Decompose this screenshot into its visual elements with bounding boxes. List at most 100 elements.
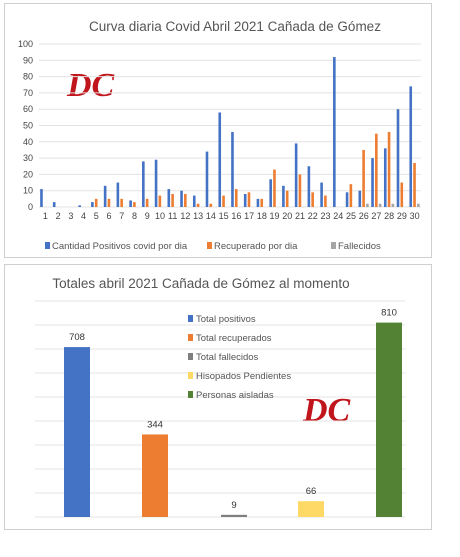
data-label: 9 bbox=[231, 500, 236, 511]
total-bar-4 bbox=[376, 322, 402, 517]
x-tick-label: 23 bbox=[320, 211, 330, 221]
bar-recuperados bbox=[133, 202, 136, 207]
bar-recuperados bbox=[94, 198, 98, 207]
x-tick-label: 12 bbox=[180, 211, 190, 221]
bar-positivos bbox=[167, 189, 171, 207]
totals-chart-panel: Totales abril 2021 Cañada de Gómez al mo… bbox=[4, 264, 432, 530]
bar-positivos bbox=[371, 158, 374, 207]
x-tick-label: 1 bbox=[43, 211, 48, 221]
x-tick-label: 20 bbox=[282, 211, 292, 221]
bar-positivos bbox=[320, 182, 323, 207]
bar-positivos bbox=[218, 112, 222, 207]
legend-label: Total fallecidos bbox=[196, 352, 259, 363]
data-label: 708 bbox=[69, 332, 85, 343]
legend-swatch bbox=[331, 242, 336, 249]
bar-recuperados bbox=[298, 174, 302, 207]
legend-swatch bbox=[188, 334, 193, 341]
legend-swatch bbox=[45, 242, 50, 249]
y-tick-label: 0 bbox=[28, 202, 33, 212]
bar-fallecidos bbox=[366, 203, 369, 207]
bar-positivos bbox=[396, 109, 400, 207]
y-tick-label: 100 bbox=[18, 39, 33, 49]
bar-recuperados bbox=[234, 189, 238, 207]
x-tick-label: 4 bbox=[81, 211, 86, 221]
bar-recuperados bbox=[324, 195, 327, 207]
x-tick-label: 27 bbox=[371, 211, 381, 221]
totals-chart-title: Totales abril 2021 Cañada de Gómez al mo… bbox=[52, 276, 349, 291]
legend-label: Personas aisladas bbox=[196, 390, 274, 401]
legend-swatch bbox=[188, 353, 193, 360]
legend-label: Recuperado por dia bbox=[214, 241, 298, 252]
bar-positivos bbox=[103, 185, 107, 207]
x-tick-label: 3 bbox=[68, 211, 73, 221]
bar-positivos bbox=[52, 202, 56, 207]
bar-positivos bbox=[116, 182, 120, 207]
x-tick-label: 19 bbox=[270, 211, 280, 221]
x-tick-label: 26 bbox=[359, 211, 369, 221]
legend-label: Total positivos bbox=[196, 314, 256, 325]
total-bar-1 bbox=[142, 434, 168, 517]
y-tick-label: 90 bbox=[23, 55, 33, 65]
y-tick-label: 10 bbox=[23, 186, 33, 196]
bar-recuperados bbox=[107, 198, 111, 207]
bar-recuperados bbox=[413, 162, 416, 207]
daily-chart-title: Curva diaria Covid Abril 2021 Cañada de … bbox=[89, 19, 381, 34]
y-tick-label: 50 bbox=[23, 121, 33, 131]
bar-positivos bbox=[180, 190, 183, 207]
bar-positivos bbox=[409, 86, 413, 207]
dc-logo-2: DC bbox=[302, 392, 351, 429]
legend-swatch bbox=[207, 242, 212, 249]
x-tick-label: 22 bbox=[308, 211, 318, 221]
legend-label: Hisopados Pendientes bbox=[196, 371, 291, 382]
data-label: 810 bbox=[381, 308, 397, 319]
bar-recuperados bbox=[247, 192, 251, 207]
bar-recuperados bbox=[222, 195, 225, 207]
bar-positivos bbox=[256, 198, 260, 207]
legend-swatch bbox=[188, 391, 193, 398]
legend-swatch bbox=[188, 315, 193, 322]
bar-recuperados bbox=[273, 169, 276, 207]
x-tick-label: 6 bbox=[107, 211, 112, 221]
legend-swatch bbox=[188, 372, 193, 379]
x-tick-label: 15 bbox=[219, 211, 229, 221]
data-label: 66 bbox=[306, 486, 317, 497]
bar-positivos bbox=[231, 132, 234, 207]
bar-fallecidos bbox=[391, 203, 395, 207]
x-tick-label: 30 bbox=[410, 211, 420, 221]
bar-recuperados bbox=[349, 184, 353, 207]
bar-positivos bbox=[78, 205, 81, 207]
dc-logo: DC bbox=[66, 67, 115, 104]
bar-recuperados bbox=[196, 203, 200, 207]
bar-recuperados bbox=[260, 198, 264, 207]
bar-positivos bbox=[142, 161, 145, 207]
x-tick-label: 16 bbox=[231, 211, 241, 221]
x-tick-label: 8 bbox=[132, 211, 137, 221]
y-tick-label: 70 bbox=[23, 88, 33, 98]
x-tick-label: 21 bbox=[295, 211, 305, 221]
y-tick-label: 80 bbox=[23, 72, 33, 82]
bar-positivos bbox=[243, 193, 247, 207]
y-tick-label: 20 bbox=[23, 169, 33, 179]
bar-recuperados bbox=[120, 198, 123, 207]
x-tick-label: 10 bbox=[155, 211, 165, 221]
bar-positivos bbox=[383, 148, 387, 207]
bar-recuperados bbox=[285, 190, 289, 207]
total-bar-3 bbox=[298, 501, 324, 517]
legend-label: Cantidad Positivos covid por dia bbox=[52, 241, 188, 252]
bar-positivos bbox=[294, 143, 298, 207]
legend-label: Fallecidos bbox=[338, 241, 381, 252]
x-tick-label: 28 bbox=[384, 211, 394, 221]
bar-recuperados bbox=[387, 132, 391, 207]
bar-recuperados bbox=[184, 193, 187, 207]
bar-recuperados bbox=[362, 149, 365, 207]
x-tick-label: 5 bbox=[94, 211, 99, 221]
bar-positivos bbox=[192, 195, 196, 207]
bar-positivos bbox=[358, 190, 362, 207]
bar-positivos bbox=[333, 57, 336, 207]
x-tick-label: 7 bbox=[119, 211, 124, 221]
bar-recuperados bbox=[158, 195, 162, 207]
bar-positivos bbox=[205, 151, 209, 207]
bar-positivos bbox=[154, 159, 158, 207]
bar-recuperados bbox=[145, 198, 149, 207]
x-tick-label: 2 bbox=[56, 211, 61, 221]
